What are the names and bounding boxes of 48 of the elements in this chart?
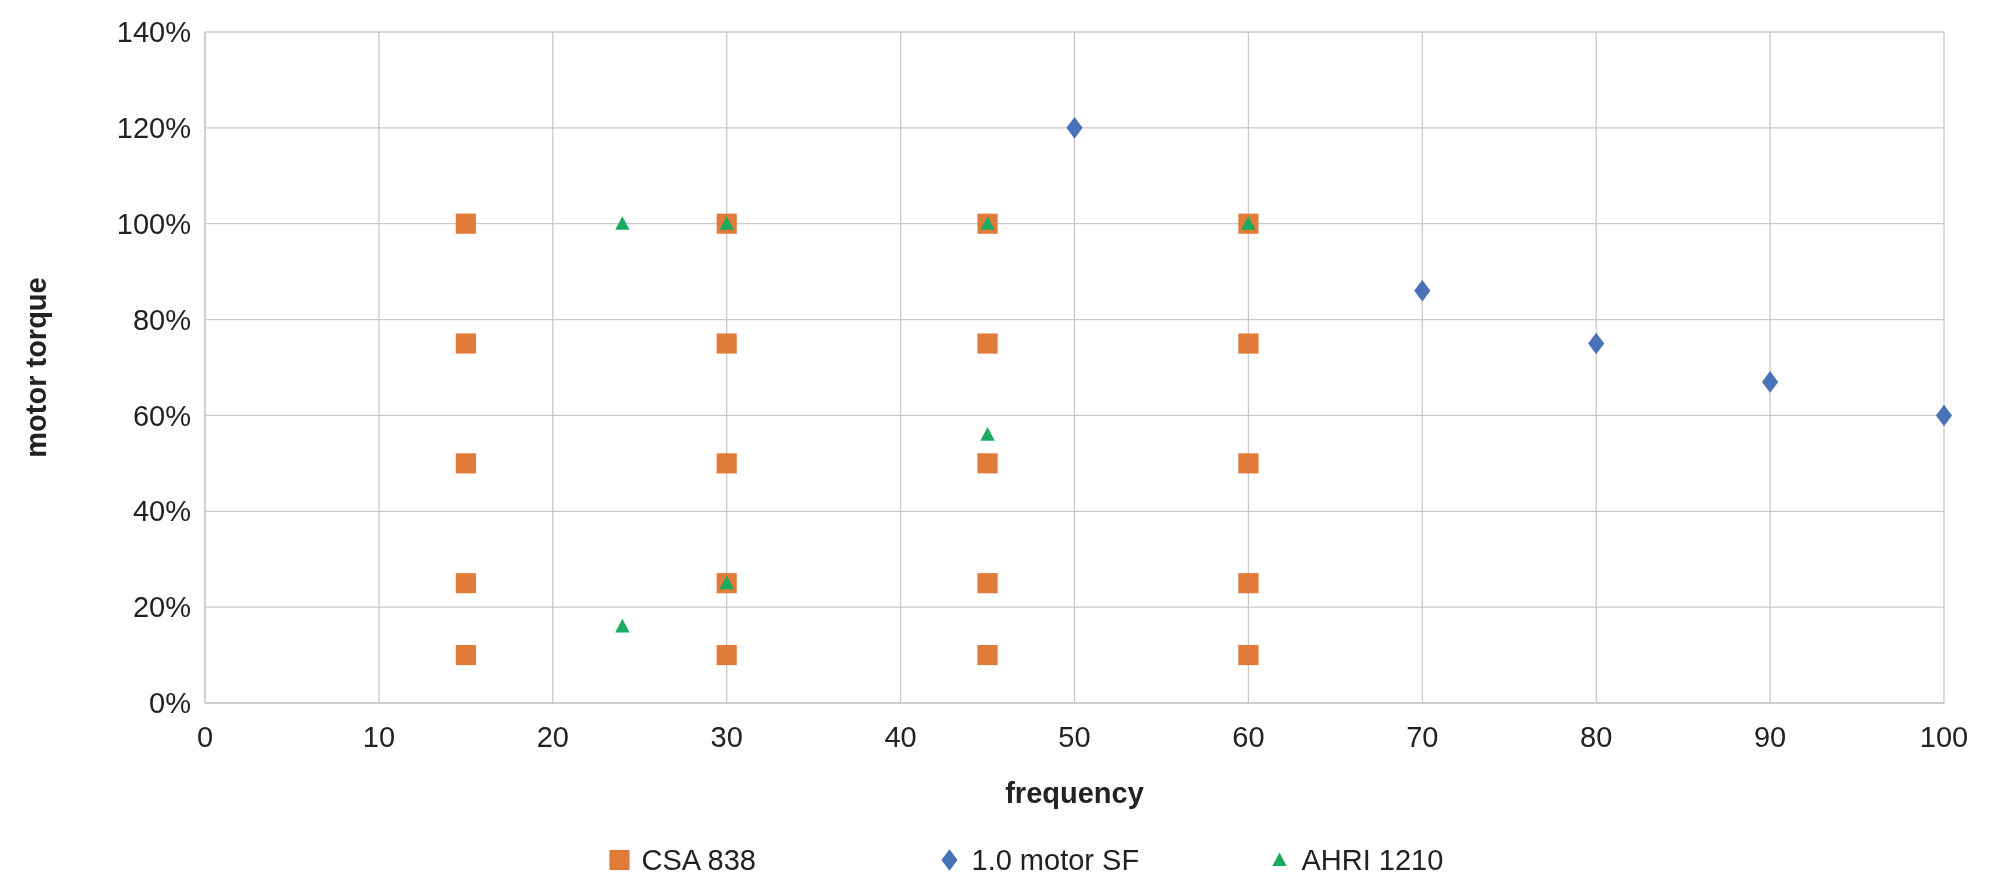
y-tick-label: 60% [132, 399, 191, 432]
point [1238, 453, 1259, 474]
point [455, 573, 476, 594]
point [1066, 117, 1083, 139]
x-tick-label: 30 [710, 721, 743, 753]
x-tick-label: 50 [1058, 721, 1091, 753]
legend-label: CSA 838 [641, 844, 756, 876]
point [455, 333, 476, 354]
point [1762, 371, 1779, 393]
x-axis-title: frequency [1005, 777, 1144, 809]
y-axis-title: motor torque [20, 277, 52, 458]
x-tick-label: 80 [1580, 721, 1613, 753]
y-tick-label: 0% [149, 687, 191, 720]
point [716, 453, 737, 474]
x-tick-label: 0 [196, 721, 214, 753]
point [455, 453, 476, 474]
point [1414, 280, 1431, 302]
y-tick-label: 140% [116, 16, 191, 49]
point [977, 573, 998, 594]
legend-label: AHRI 1210 [1301, 844, 1444, 876]
x-tick-label: 90 [1753, 721, 1787, 753]
point [1238, 573, 1259, 594]
x-tick-label: 10 [362, 721, 396, 753]
y-tick-label: 100% [116, 207, 191, 240]
legend-label: 1.0 motor SF [971, 844, 1140, 876]
point [1935, 404, 1953, 427]
point [980, 427, 995, 441]
y-tick-label: 80% [132, 303, 191, 336]
point [1588, 332, 1605, 355]
x-tick-label: 100 [1919, 721, 1969, 753]
point [1238, 333, 1259, 354]
point [1238, 644, 1259, 666]
x-tick-label: 60 [1232, 721, 1265, 753]
point [977, 333, 998, 354]
x-tick-label: 20 [536, 721, 569, 753]
point [455, 213, 476, 234]
point [455, 644, 476, 666]
point [615, 618, 630, 633]
y-tick-label: 40% [132, 495, 191, 528]
point [716, 644, 737, 666]
y-tick-label: 20% [132, 591, 191, 624]
y-tick-label: 120% [116, 112, 191, 145]
x-tick-label: 70 [1406, 721, 1439, 753]
point [977, 453, 998, 474]
point [977, 644, 998, 666]
point [716, 333, 737, 354]
x-tick-label: 40 [884, 721, 917, 753]
point [615, 216, 630, 230]
